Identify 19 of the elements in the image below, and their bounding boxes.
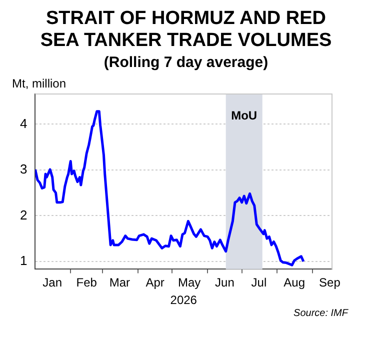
y-tick-label: 1 — [20, 253, 28, 268]
y-tick-label: 3 — [20, 162, 28, 177]
x-tick-label: Apr — [146, 276, 164, 290]
y-tick-label: 2 — [20, 207, 28, 222]
x-tick-label: Jul — [251, 276, 267, 290]
chart-title: STRAIT OF HORMUZ AND RED SEA TANKER TRADE VOLUMES — [39, 8, 333, 52]
source-note: Source: IMF — [292, 308, 350, 319]
x-tick-label: Feb — [76, 276, 98, 290]
y-axis-title: Mt, million — [12, 76, 66, 90]
x-tick-label: May — [178, 276, 201, 290]
x-tick-label: Jun — [215, 276, 234, 290]
x-tick-label: Aug — [284, 276, 306, 290]
x-axis-title: 2026 — [170, 293, 198, 308]
x-tick-label: Sep — [319, 276, 341, 290]
x-tick-label: Mar — [109, 276, 130, 290]
y-tick-label: 4 — [20, 116, 28, 131]
chart-subtitle: (Rolling 7 day average) — [102, 54, 270, 72]
band-label: MoU — [231, 108, 258, 122]
x-tick-label: Jan — [42, 276, 62, 290]
